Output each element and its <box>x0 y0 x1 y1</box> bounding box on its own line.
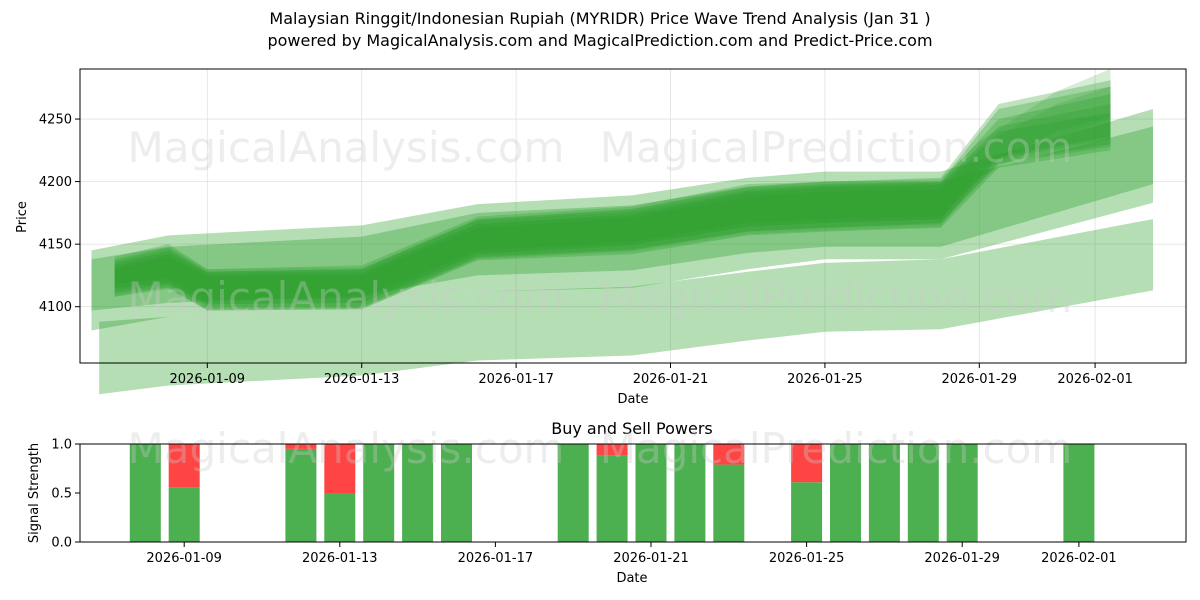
sell-power-bar <box>324 444 356 493</box>
watermark-prediction-top: MagicalPrediction.com <box>600 123 1073 172</box>
price-wave-band-9 <box>114 69 1111 311</box>
price-y-tick-label: 4150 <box>39 238 72 253</box>
signal-x-tick-label: 2026-01-21 <box>613 551 689 566</box>
signal-y-tick-label: 0.0 <box>51 536 72 551</box>
price-wave-band-8 <box>114 112 1111 301</box>
price-wave-band-2 <box>91 126 1153 311</box>
sell-power-bar <box>168 444 200 488</box>
price-x-tick-label: 2026-01-25 <box>787 372 863 387</box>
price-wave-band-5 <box>114 80 1111 311</box>
buy-power-bar <box>868 444 900 542</box>
chart-title-line2: powered by MagicalAnalysis.com and Magic… <box>267 31 933 50</box>
watermark-prediction-mid: MagicalPrediction.com <box>600 273 1073 322</box>
watermark-group-bottom: MagicalAnalysis.com MagicalPrediction.co… <box>128 424 1073 473</box>
buy-power-bar <box>402 444 434 542</box>
buy-power-bar <box>324 493 356 542</box>
price-x-tick-label: 2026-01-09 <box>170 372 246 387</box>
price-wave-band-3 <box>99 219 1154 395</box>
signal-x-tick-label: 2026-02-01 <box>1041 551 1117 566</box>
buy-power-bar <box>1063 444 1095 542</box>
sell-power-bar <box>596 444 628 456</box>
price-y-tick-label: 4200 <box>39 175 72 190</box>
watermark-analysis-bottom: MagicalAnalysis.com <box>128 424 565 473</box>
price-y-tick-label: 4100 <box>39 300 72 315</box>
sell-power-bar <box>713 444 745 465</box>
sell-power-bar <box>791 444 823 483</box>
price-grid <box>80 69 1186 363</box>
price-wave-band-6 <box>114 104 1111 305</box>
price-axis-ticks: 2026-01-09 2026-01-13 2026-01-17 2026-01-21… <box>39 113 1133 387</box>
price-x-tick-label: 2026-01-21 <box>633 372 709 387</box>
signal-y-tick-label: 0.5 <box>51 487 72 502</box>
signal-x-tick-label: 2026-01-29 <box>924 551 1000 566</box>
signal-x-tick-label: 2026-01-25 <box>769 551 845 566</box>
buy-power-bar <box>635 444 667 542</box>
watermark-analysis-top: MagicalAnalysis.com <box>128 123 565 172</box>
signal-x-tick-label: 2026-01-17 <box>458 551 534 566</box>
price-x-tick-label: 2026-02-01 <box>1057 372 1133 387</box>
sell-power-bar <box>285 444 317 449</box>
buy-power-bar <box>129 444 161 542</box>
price-wave-bands <box>91 69 1154 395</box>
buy-power-bar <box>285 448 317 542</box>
signal-bars <box>129 444 1095 542</box>
buy-power-bar <box>596 455 628 542</box>
buy-power-bar <box>674 444 706 542</box>
signal-y-tick-label: 1.0 <box>51 438 72 453</box>
buy-power-bar <box>713 464 745 542</box>
price-x-tick-label: 2026-01-17 <box>478 372 554 387</box>
chart-title-line1: Malaysian Ringgit/Indonesian Rupiah (MYR… <box>269 9 931 28</box>
buy-power-bar <box>441 444 472 542</box>
price-x-axis-label: Date <box>617 392 648 407</box>
price-wave-band-10 <box>114 86 1111 305</box>
price-wave-band-7 <box>114 94 1111 310</box>
signal-x-axis-label: Date <box>616 571 647 586</box>
buy-power-bar <box>830 444 861 542</box>
buy-power-bar <box>946 444 978 542</box>
buy-power-bar <box>168 487 200 542</box>
watermark-prediction-bottom: MagicalPrediction.com <box>600 424 1073 473</box>
buy-power-bar <box>363 444 395 542</box>
price-y-axis-label: Price <box>15 201 30 233</box>
signal-y-axis-label: Signal Strength <box>27 443 42 543</box>
buy-power-bar <box>557 444 589 542</box>
watermark-analysis-mid: MagicalAnalysis.com <box>128 273 565 322</box>
price-plot-frame <box>79 68 1187 364</box>
signal-chart-title: Buy and Sell Powers <box>551 419 713 438</box>
signal-axis-ticks: 2026-01-09 2026-01-13 2026-01-17 2026-01-21… <box>51 438 1116 567</box>
price-y-tick-label: 4250 <box>39 113 72 128</box>
watermark-group-top: MagicalAnalysis.com MagicalPrediction.co… <box>128 123 1073 322</box>
buy-power-bar <box>907 444 939 542</box>
price-x-tick-label: 2026-01-29 <box>942 372 1018 387</box>
price-wave-band-1 <box>91 109 1153 331</box>
buy-power-bar <box>791 482 823 542</box>
price-x-tick-label: 2026-01-13 <box>324 372 400 387</box>
signal-x-tick-label: 2026-01-09 <box>146 551 222 566</box>
signal-x-tick-label: 2026-01-13 <box>302 551 378 566</box>
price-wave-band-4 <box>114 86 1111 307</box>
